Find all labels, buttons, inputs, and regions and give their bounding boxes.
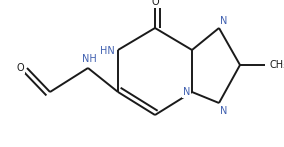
Text: O: O bbox=[151, 0, 159, 7]
Text: CH₃: CH₃ bbox=[270, 60, 284, 70]
Text: O: O bbox=[16, 63, 24, 73]
Text: N: N bbox=[220, 106, 227, 116]
Text: NH: NH bbox=[82, 54, 96, 64]
Text: N: N bbox=[183, 87, 190, 97]
Text: N: N bbox=[220, 16, 227, 26]
Text: HN: HN bbox=[100, 46, 115, 56]
